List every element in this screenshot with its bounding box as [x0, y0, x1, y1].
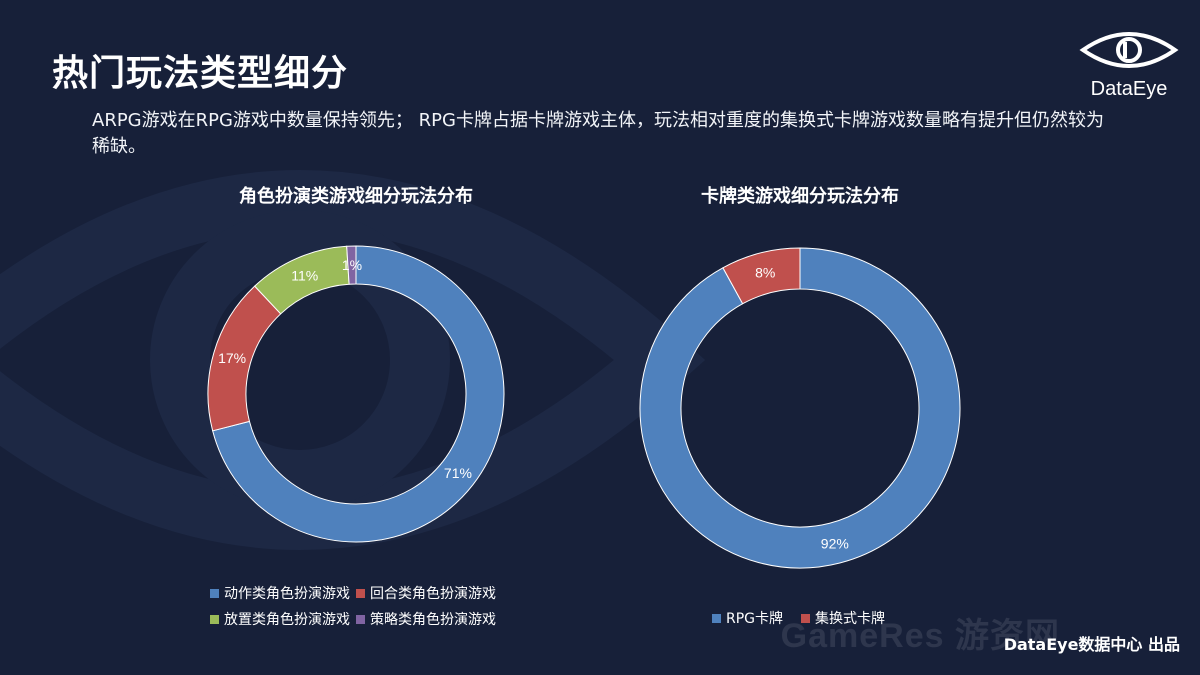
page-subtitle: ARPG游戏在RPG游戏中数量保持领先； RPG卡牌占据卡牌游戏主体，玩法相对重… — [92, 110, 1104, 157]
data-label-3: 11% — [291, 268, 318, 284]
eye-logo-icon — [1079, 32, 1179, 68]
dataeye-logo: DataEye — [1070, 28, 1188, 101]
legend-swatch — [712, 613, 721, 623]
legend-swatch — [801, 613, 811, 623]
legend-swatch — [210, 588, 219, 598]
data-label-4: 1% — [342, 257, 362, 273]
legend-label: 策略类角色扮演游戏 — [370, 612, 496, 628]
footer-credit: DataEye数据中心 出品 — [1003, 635, 1180, 654]
data-label-1: 92% — [821, 536, 849, 552]
data-label-1: 71% — [444, 465, 472, 481]
chart-1-donut: 71% 17% 11% 1% — [207, 245, 505, 543]
chart-2-title: 卡牌类游戏细分玩法分布 — [701, 186, 899, 207]
logo-text: DataEye — [1090, 78, 1168, 100]
legend-swatch — [356, 588, 365, 598]
legend-label: 动作类角色扮演游戏 — [224, 586, 350, 602]
legend-item-rpg-card: RPG卡牌 — [712, 608, 783, 628]
legend-label: 放置类角色扮演游戏 — [224, 612, 350, 628]
page-title: 热门玩法类型细分 — [52, 53, 349, 94]
legend-label: RPG卡牌 — [726, 611, 784, 627]
chart-2-legend: RPG卡牌 集换式卡牌 — [712, 605, 891, 631]
legend-swatch — [356, 614, 365, 624]
legend-label: 集换式卡牌 — [815, 611, 886, 627]
donut-slice-1 — [639, 247, 961, 569]
chart-1-legend: 动作类角色扮演游戏 回合类角色扮演游戏 放置类角色扮演游戏 策略类角色扮演游戏 — [210, 580, 502, 632]
legend-item-idle-rpg: 放置类角色扮演游戏 — [210, 609, 350, 629]
gameres-watermark: GameRes 游资网 — [780, 617, 1060, 655]
chart-1-title: 角色扮演类游戏细分玩法分布 — [239, 186, 473, 207]
legend-item-action-rpg: 动作类角色扮演游戏 — [210, 583, 350, 603]
data-label-2: 17% — [218, 350, 246, 366]
legend-item-collectible-card: 集换式卡牌 — [801, 608, 885, 628]
donut-slice-4 — [346, 245, 357, 285]
donut-slice-1 — [212, 245, 505, 543]
data-label-2: 8% — [755, 264, 775, 280]
legend-item-strategy-rpg: 策略类角色扮演游戏 — [356, 609, 496, 629]
legend-label: 回合类角色扮演游戏 — [370, 586, 496, 602]
legend-swatch — [210, 614, 219, 624]
donut-slice-2 — [722, 247, 801, 305]
legend-item-turn-rpg: 回合类角色扮演游戏 — [356, 583, 496, 603]
chart-2-donut: 92% 8% — [639, 247, 961, 569]
